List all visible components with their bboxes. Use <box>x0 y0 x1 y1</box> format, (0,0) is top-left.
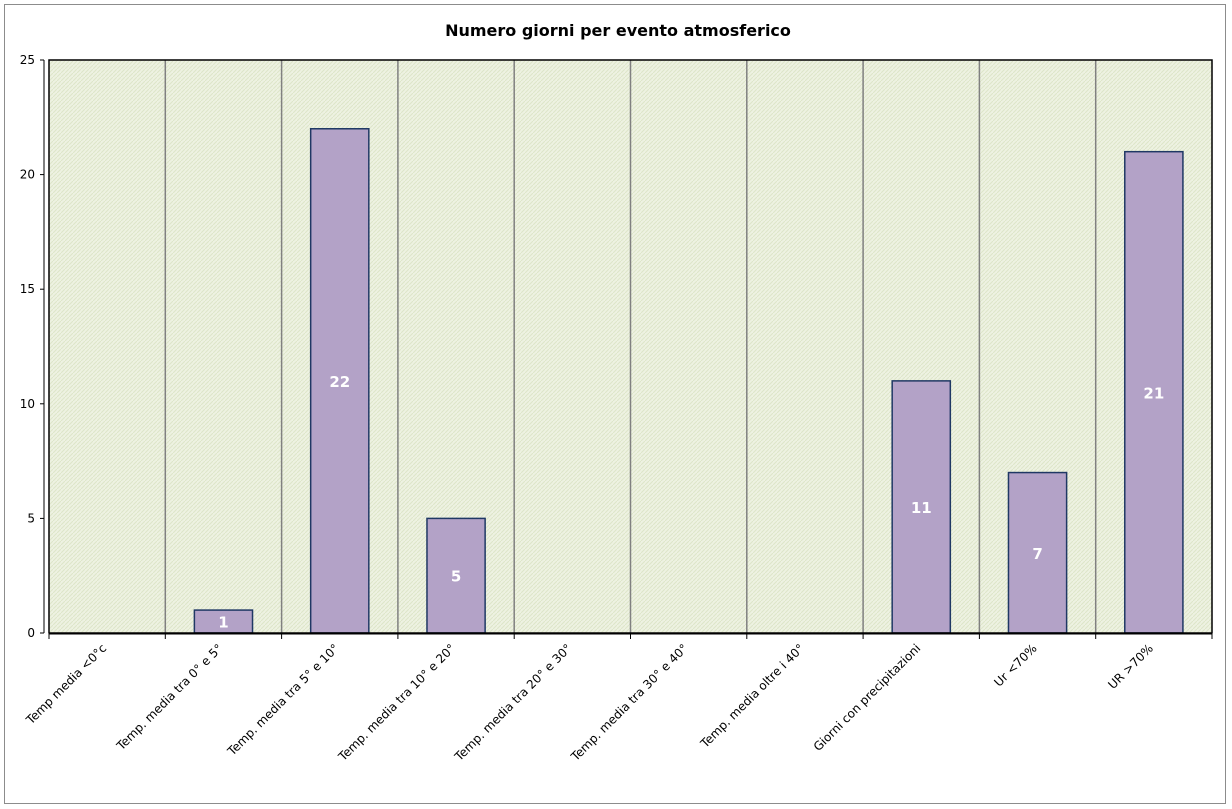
x-tick-label: Giorni con precipitazioni <box>811 641 924 754</box>
data-label: 5 <box>451 568 461 586</box>
bar <box>426 517 486 634</box>
plot-border <box>48 59 1213 634</box>
y-tick-label: 0 <box>27 626 35 640</box>
x-tick-label: Temp. media tra 30° e 40° <box>568 641 691 764</box>
data-label: 1 <box>218 614 228 632</box>
y-tick-label: 20 <box>20 168 35 182</box>
x-tick-label: Temp. media tra 5° e 10° <box>224 641 342 759</box>
bar-chart: Numero giorni per evento atmosferico 1 22… <box>20 21 1213 764</box>
y-tick-label: 10 <box>20 397 35 411</box>
x-axis: Temp media <0°c Temp. media tra 0° e 5° Te… <box>23 633 1213 764</box>
x-tick-label: UR >70% <box>1105 641 1156 692</box>
y-tick-label: 5 <box>27 511 35 525</box>
x-tick-label: Temp. media tra 0° e 5° <box>113 641 225 753</box>
data-label: 7 <box>1032 545 1042 563</box>
chart-frame: Numero giorni per evento atmosferico 1 22… <box>4 4 1226 804</box>
x-tick-label: Temp media <0°c <box>23 641 109 727</box>
bars <box>193 128 1184 634</box>
x-tick-label: Temp. media tra 10° e 20° <box>335 641 458 764</box>
x-tick-label: Temp. media tra 20° e 30° <box>451 641 574 764</box>
chart-title: Numero giorni per evento atmosferico <box>445 21 791 40</box>
gridlines <box>164 60 1097 633</box>
bar <box>891 380 952 634</box>
y-axis: 0 5 10 15 20 25 <box>20 53 45 640</box>
y-tick-label: 25 <box>20 53 35 67</box>
bar <box>1007 471 1068 634</box>
data-label: 11 <box>911 499 932 517</box>
data-label: 21 <box>1143 384 1164 402</box>
x-tick-label: Ur <70% <box>991 641 1039 689</box>
y-tick-label: 15 <box>20 282 35 296</box>
data-label: 22 <box>329 373 350 391</box>
data-labels: 1 22 5 11 7 21 <box>218 373 1164 632</box>
bar <box>309 128 370 634</box>
x-tick-label: Temp. media oltre i 40° <box>697 641 807 751</box>
